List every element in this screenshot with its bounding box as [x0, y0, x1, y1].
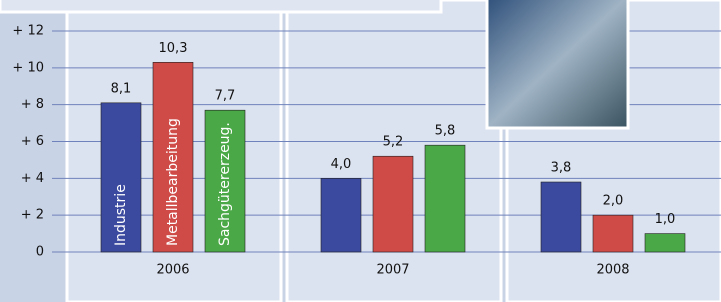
x-tick-label: 2007	[376, 263, 409, 278]
value-label: 7,7	[215, 89, 236, 104]
y-tick-label: + 4	[21, 171, 44, 186]
y-tick-label: + 2	[21, 208, 44, 223]
panel	[287, 0, 501, 302]
legend-label: Sachgütererzeug.	[217, 122, 233, 246]
value-label: 8,1	[111, 81, 132, 96]
value-label: 5,8	[435, 124, 456, 139]
value-label: 3,8	[551, 161, 572, 176]
bar	[373, 156, 413, 252]
y-tick-label: + 10	[12, 60, 44, 75]
y-tick-label: + 6	[21, 134, 44, 149]
x-tick-label: 2006	[156, 263, 189, 278]
chart: 0 + 2 + 4 + 6 + 8 + 10 + 12 2006 8,1 Industrie 10,…	[0, 0, 721, 302]
value-label: 4,0	[331, 157, 352, 172]
value-label: 10,3	[159, 41, 188, 56]
x-tick-label: 2008	[596, 263, 629, 278]
bar	[425, 145, 465, 252]
y-tick-label: + 12	[12, 24, 44, 39]
legend-label: Metallbearbeitung	[165, 118, 181, 246]
legend-label: Industrie	[113, 184, 129, 246]
y-tick-label: 0	[36, 245, 44, 260]
value-label: 1,0	[655, 212, 676, 227]
header-box	[0, 0, 441, 12]
photo	[487, 0, 628, 128]
value-label: 2,0	[603, 194, 624, 209]
y-tick-label: + 8	[21, 97, 44, 112]
bar	[645, 234, 685, 252]
bar	[321, 178, 361, 252]
bar	[541, 182, 581, 252]
bar	[593, 215, 633, 252]
value-label: 5,2	[383, 135, 404, 150]
